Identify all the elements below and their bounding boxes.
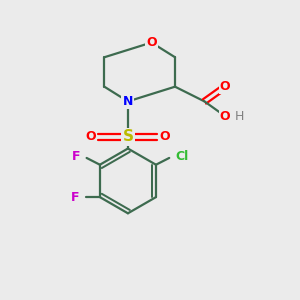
Text: O: O (220, 80, 230, 93)
Text: O: O (159, 130, 170, 143)
Text: H: H (235, 110, 244, 123)
Text: S: S (122, 129, 134, 144)
Text: N: N (123, 95, 133, 108)
Text: O: O (86, 130, 96, 143)
Text: F: F (71, 190, 80, 204)
Text: O: O (220, 110, 230, 123)
Text: F: F (72, 150, 81, 163)
Text: O: O (146, 36, 157, 49)
Text: Cl: Cl (175, 150, 188, 163)
